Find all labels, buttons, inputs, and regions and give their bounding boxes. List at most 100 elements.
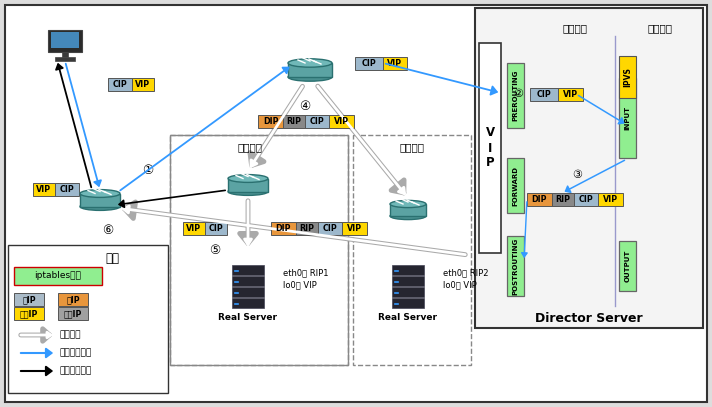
Text: ③: ③ xyxy=(572,170,582,180)
Text: CIP: CIP xyxy=(579,195,593,204)
Bar xyxy=(205,222,227,235)
Bar xyxy=(14,267,102,285)
Bar xyxy=(619,241,636,291)
Bar xyxy=(271,222,296,235)
Bar xyxy=(258,115,283,128)
Bar xyxy=(390,204,426,216)
Text: IPVS: IPVS xyxy=(623,67,632,87)
Text: 图注: 图注 xyxy=(105,252,119,265)
Bar xyxy=(530,88,558,101)
Text: ⑥: ⑥ xyxy=(103,223,114,236)
Bar xyxy=(283,115,305,128)
Text: ⑤: ⑤ xyxy=(209,243,221,256)
Bar xyxy=(55,183,79,196)
Text: 响应报文流向: 响应报文流向 xyxy=(60,366,93,376)
Text: OUTPUT: OUTPUT xyxy=(624,250,631,282)
Bar xyxy=(619,56,636,98)
Bar xyxy=(232,287,264,297)
Bar xyxy=(598,193,623,206)
Bar xyxy=(507,158,524,213)
Text: 用户空间: 用户空间 xyxy=(647,23,673,33)
Ellipse shape xyxy=(228,188,268,195)
Text: 源IP: 源IP xyxy=(66,295,80,304)
Ellipse shape xyxy=(80,190,120,197)
Bar xyxy=(33,183,55,196)
Ellipse shape xyxy=(288,73,332,81)
Text: 隙道流向: 隙道流向 xyxy=(60,330,81,339)
Bar xyxy=(342,222,367,235)
Bar xyxy=(527,193,552,206)
Ellipse shape xyxy=(288,59,332,67)
Text: 目标IP: 目标IP xyxy=(20,309,38,318)
Bar xyxy=(305,115,329,128)
Bar xyxy=(170,135,348,365)
Bar xyxy=(329,115,354,128)
Text: ④: ④ xyxy=(299,99,310,112)
Text: VIP: VIP xyxy=(187,224,201,233)
Bar xyxy=(392,265,424,275)
Text: V
I
P: V I P xyxy=(486,127,495,169)
Text: lo0： VIP: lo0： VIP xyxy=(283,280,317,289)
Bar xyxy=(392,287,424,297)
Bar xyxy=(14,293,44,306)
Text: 北京区域: 北京区域 xyxy=(399,142,424,152)
Text: VIP: VIP xyxy=(36,185,51,194)
Bar xyxy=(108,78,132,91)
Text: VIP: VIP xyxy=(347,224,362,233)
Bar xyxy=(619,78,636,158)
Bar xyxy=(507,236,524,296)
Bar xyxy=(296,222,318,235)
Bar xyxy=(58,307,88,320)
Bar xyxy=(80,193,120,206)
Text: RIP: RIP xyxy=(555,195,570,204)
Text: 源IP: 源IP xyxy=(22,295,36,304)
Text: VIP: VIP xyxy=(387,59,402,68)
Bar xyxy=(51,32,79,48)
Bar xyxy=(574,193,598,206)
Text: VIP: VIP xyxy=(563,90,578,99)
Text: eth0： RIP2: eth0： RIP2 xyxy=(443,269,488,278)
Bar xyxy=(132,78,154,91)
Text: RIP: RIP xyxy=(286,117,301,126)
Text: DIP: DIP xyxy=(276,224,291,233)
Text: VIP: VIP xyxy=(135,80,150,89)
Bar xyxy=(232,265,264,275)
Bar xyxy=(48,30,82,52)
Text: lo0： VIP: lo0： VIP xyxy=(443,280,477,289)
Bar xyxy=(355,57,383,70)
Bar xyxy=(507,63,524,128)
Bar xyxy=(232,298,264,308)
Text: INPUT: INPUT xyxy=(624,106,631,130)
Bar xyxy=(8,245,168,393)
Ellipse shape xyxy=(80,203,120,210)
Ellipse shape xyxy=(390,200,426,208)
Text: FORWARD: FORWARD xyxy=(513,166,518,206)
Text: 目标IP: 目标IP xyxy=(64,309,82,318)
Text: iptables的链: iptables的链 xyxy=(35,271,81,280)
Text: CIP: CIP xyxy=(362,59,377,68)
Bar xyxy=(558,88,583,101)
Text: DIP: DIP xyxy=(263,117,278,126)
Bar xyxy=(353,135,471,365)
Bar xyxy=(55,57,75,61)
Bar xyxy=(170,135,348,365)
Ellipse shape xyxy=(390,212,426,220)
Text: POSTROUTING: POSTROUTING xyxy=(513,237,518,295)
Bar xyxy=(228,179,268,192)
Bar xyxy=(479,43,501,253)
Bar xyxy=(318,222,342,235)
Text: CIP: CIP xyxy=(209,224,224,233)
Text: VIP: VIP xyxy=(334,117,349,126)
Bar xyxy=(392,276,424,286)
Text: RIP: RIP xyxy=(300,224,315,233)
Text: Real Server: Real Server xyxy=(379,313,437,322)
Bar xyxy=(14,307,44,320)
Ellipse shape xyxy=(228,175,268,182)
Text: CIP: CIP xyxy=(323,224,337,233)
Text: 广州区域: 广州区域 xyxy=(238,142,263,152)
Text: 请求报文流向: 请求报文流向 xyxy=(60,348,93,357)
Bar xyxy=(475,8,703,328)
Bar xyxy=(552,193,574,206)
Text: CIP: CIP xyxy=(310,117,325,126)
Text: 内核空间: 内核空间 xyxy=(562,23,587,33)
